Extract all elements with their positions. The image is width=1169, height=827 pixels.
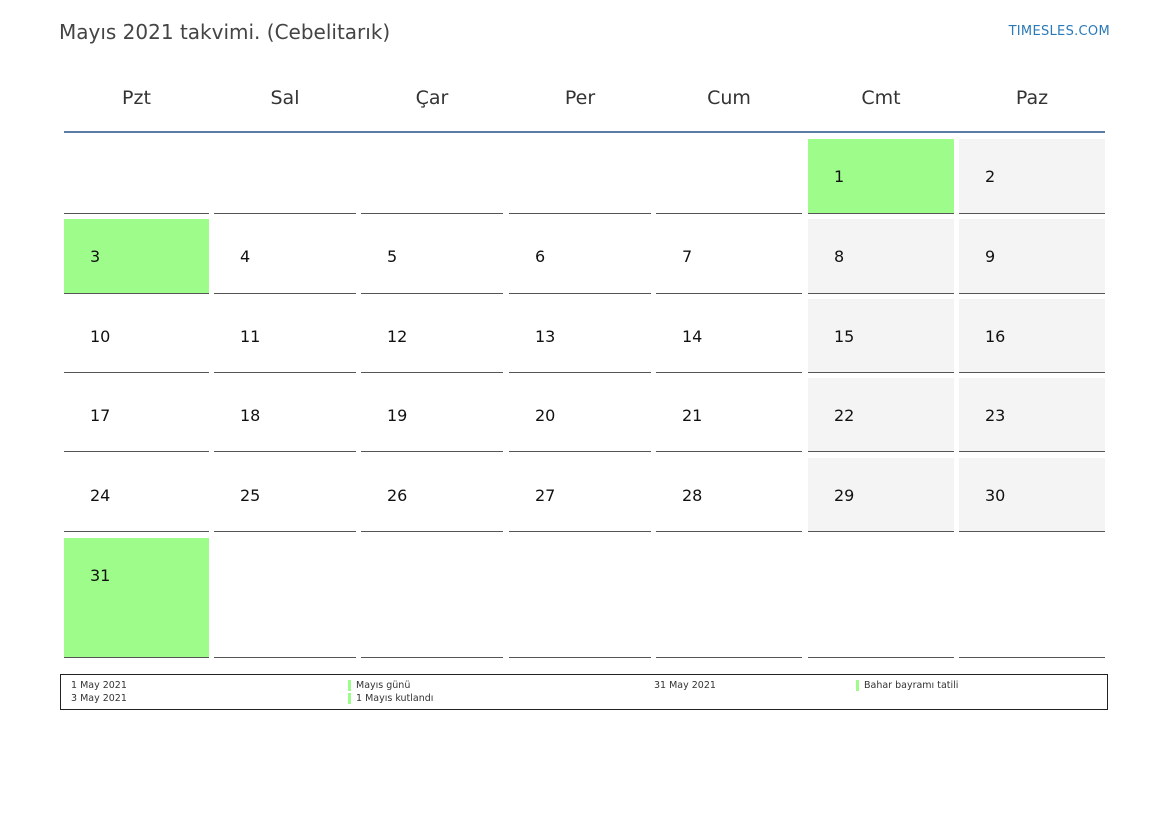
header-divider: [64, 131, 1105, 133]
legend-date: 3 May 2021: [71, 693, 127, 704]
day-number: 9: [985, 247, 996, 266]
day-number: 4: [240, 247, 251, 266]
calendar-day[interactable]: 4: [214, 219, 356, 294]
calendar-empty-cell: [64, 139, 209, 214]
day-number: 13: [535, 327, 556, 346]
day-number: 8: [834, 247, 845, 266]
weekday-label: Çar: [415, 87, 449, 109]
weekday-header: Pzt Sal Çar Per Cum Cmt Paz: [64, 72, 1105, 132]
calendar-day[interactable]: 25: [214, 458, 356, 532]
legend-holiday-name: Mayıs günü: [356, 680, 411, 691]
calendar-day[interactable]: 23: [959, 378, 1105, 452]
holiday-marker: [856, 680, 859, 691]
calendar-day[interactable]: 28: [656, 458, 802, 532]
day-number: 17: [90, 406, 111, 425]
day-number: 6: [535, 247, 546, 266]
calendar-day[interactable]: 10: [64, 299, 209, 373]
day-number: 26: [387, 486, 408, 505]
legend-holiday-name: Bahar bayramı tatili: [864, 680, 959, 691]
calendar-day[interactable]: 30: [959, 458, 1105, 532]
day-number: 2: [985, 167, 996, 186]
day-number: 29: [834, 486, 855, 505]
day-number: 10: [90, 327, 111, 346]
day-number: 11: [240, 327, 261, 346]
calendar-day[interactable]: 14: [656, 299, 802, 373]
calendar-day[interactable]: 16: [959, 299, 1105, 373]
calendar-day[interactable]: 11: [214, 299, 356, 373]
day-number: 12: [387, 327, 408, 346]
day-number: 7: [682, 247, 693, 266]
calendar-day[interactable]: 31: [64, 538, 209, 658]
calendar-day[interactable]: 13: [509, 299, 651, 373]
day-number: 24: [90, 486, 111, 505]
day-number: 31: [90, 566, 111, 585]
calendar-day[interactable]: 29: [808, 458, 954, 532]
holiday-legend: 1 May 2021 Mayıs günü 3 May 2021 1 Mayıs…: [60, 674, 1108, 710]
calendar-day[interactable]: 12: [361, 299, 503, 373]
weekday-label: Cum: [707, 87, 751, 109]
calendar-day[interactable]: 26: [361, 458, 503, 532]
calendar-day[interactable]: 5: [361, 219, 503, 294]
calendar-day[interactable]: 17: [64, 378, 209, 452]
calendar-empty-cell: [959, 538, 1105, 658]
calendar-day[interactable]: 8: [808, 219, 954, 294]
weekday-label: Cmt: [861, 87, 901, 109]
day-number: 30: [985, 486, 1006, 505]
day-number: 14: [682, 327, 703, 346]
day-number: 22: [834, 406, 855, 425]
calendar-empty-cell: [656, 139, 802, 214]
day-number: 20: [535, 406, 556, 425]
calendar-day[interactable]: 7: [656, 219, 802, 294]
calendar-day[interactable]: 24: [64, 458, 209, 532]
calendar-day[interactable]: 15: [808, 299, 954, 373]
day-number: 21: [682, 406, 703, 425]
calendar-empty-cell: [509, 538, 651, 658]
calendar-day[interactable]: 18: [214, 378, 356, 452]
weekday-label: Sal: [270, 87, 300, 109]
day-number: 1: [834, 167, 845, 186]
calendar-day[interactable]: 1: [808, 139, 954, 214]
calendar-empty-cell: [214, 139, 356, 214]
calendar-empty-cell: [214, 538, 356, 658]
calendar-day[interactable]: 19: [361, 378, 503, 452]
calendar-empty-cell: [808, 538, 954, 658]
calendar-day[interactable]: 21: [656, 378, 802, 452]
calendar-day[interactable]: 3: [64, 219, 209, 294]
day-number: 19: [387, 406, 408, 425]
calendar-day[interactable]: 2: [959, 139, 1105, 214]
calendar-day[interactable]: 27: [509, 458, 651, 532]
day-number: 3: [90, 247, 101, 266]
page-title: Mayıs 2021 takvimi. (Cebelitarık): [59, 20, 391, 44]
calendar-day[interactable]: 9: [959, 219, 1105, 294]
weekday-label: Paz: [1015, 87, 1049, 109]
calendar-empty-cell: [361, 139, 503, 214]
day-number: 28: [682, 486, 703, 505]
legend-date: 31 May 2021: [654, 680, 716, 691]
brand-link[interactable]: TIMESLES.COM: [1008, 24, 1110, 39]
holiday-marker: [348, 680, 351, 691]
holiday-marker: [348, 693, 351, 704]
day-number: 18: [240, 406, 261, 425]
day-number: 5: [387, 247, 398, 266]
weekday-label: Per: [564, 87, 596, 109]
weekday-label: Pzt: [122, 87, 151, 109]
legend-holiday-name: 1 Mayıs kutlandı: [356, 693, 434, 704]
calendar-empty-cell: [656, 538, 802, 658]
legend-date: 1 May 2021: [71, 680, 127, 691]
calendar-empty-cell: [361, 538, 503, 658]
day-number: 16: [985, 327, 1006, 346]
calendar-empty-cell: [509, 139, 651, 214]
day-number: 25: [240, 486, 261, 505]
calendar-day[interactable]: 20: [509, 378, 651, 452]
day-number: 15: [834, 327, 855, 346]
day-number: 27: [535, 486, 556, 505]
day-number: 23: [985, 406, 1006, 425]
calendar-day[interactable]: 6: [509, 219, 651, 294]
calendar-day[interactable]: 22: [808, 378, 954, 452]
